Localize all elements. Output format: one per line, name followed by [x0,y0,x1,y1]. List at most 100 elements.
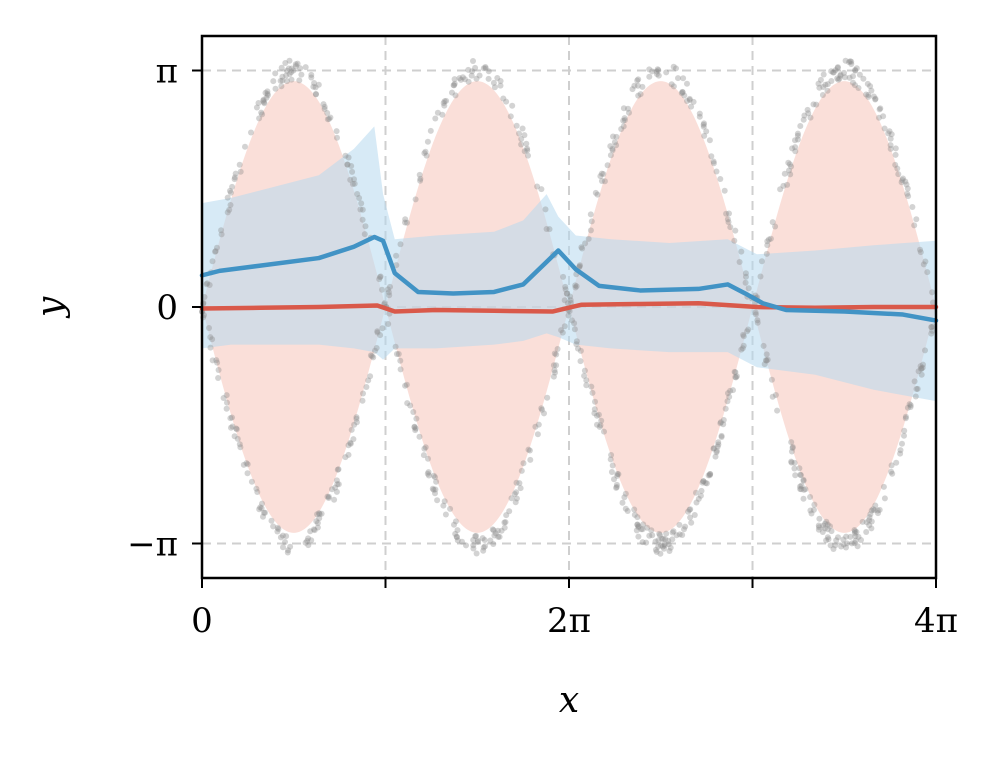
scatter-point [501,519,508,526]
scatter-point [324,116,331,123]
scatter-point [895,171,902,178]
scatter-point [718,434,725,440]
scatter-point [491,84,498,91]
scatter-point [232,170,239,177]
scatter-point [318,510,325,517]
scatter-point [316,515,323,522]
scatter-point [279,532,286,539]
scatter-point [609,147,616,154]
scatter-point [311,527,318,534]
scatter-point [867,83,874,90]
scatter-point [562,283,569,290]
scatter-point [725,390,731,397]
scatter-point [268,517,275,524]
scatter-point [780,182,787,189]
scatter-point [544,394,551,401]
scatter-point [821,525,828,532]
scatter-point [470,537,477,543]
scatter-point [393,252,400,259]
scatter-point [387,283,393,290]
scatter-point [885,130,892,137]
scatter-point [713,447,720,454]
scatter-point [264,92,271,99]
scatter-point [223,392,230,399]
scatter-point [834,75,841,82]
scatter-point [820,84,827,90]
scatter-point [634,82,641,89]
scatter-point [359,216,366,223]
scatter-point [541,410,547,417]
scatter-point [920,261,927,268]
scatter-point [227,202,234,208]
scatter-point [657,532,663,539]
scatter-point [497,78,504,84]
scatter-point [480,65,487,72]
scatter-point [714,443,721,450]
scatter-point [752,311,759,318]
scatter-point [262,509,268,516]
scatter-point [573,338,580,345]
scatter-point [227,415,234,422]
scatter-point [696,110,703,117]
scatter-point [725,219,732,226]
scatter-point [282,539,288,545]
scatter-point [451,80,458,87]
scatter-point [830,546,837,552]
scatter-point [254,489,261,495]
scatter-point [495,533,502,540]
scatter-point [899,177,906,184]
series-lines [199,234,939,323]
scatter-point [479,535,486,542]
scatter-point [699,479,706,486]
scatter-point [284,67,290,74]
scatter-point [687,514,694,521]
scatter-point [738,248,745,255]
scatter-point [868,87,875,94]
scatter-point [395,351,402,357]
scatter-point [852,537,859,544]
scatter-point [684,80,690,87]
scatter-point [872,502,879,509]
scatter-point [482,65,489,72]
scatter-point [690,98,697,105]
scatter-point [345,442,352,449]
scatter-point [754,317,761,324]
scatter-point [703,480,710,487]
x-axis-label: x [559,680,579,721]
scatter-point [227,187,233,194]
scatter-point [912,393,919,400]
scatter-point [681,526,687,533]
scatter-point [410,409,417,415]
ticks: 0 2π 4π π 0 −π [127,52,958,641]
scatter-point [682,523,689,530]
scatter-point [288,69,295,76]
scatter-point [349,181,356,187]
scatter-point [825,536,832,543]
scatter-point [311,80,318,86]
scatter-point [256,506,263,513]
scatter-point [441,498,448,505]
scatter-point [789,145,796,152]
scatter-point [550,362,557,369]
scatter-point [635,533,642,540]
scatter-point [707,471,713,478]
scatter-point [700,121,707,128]
scatter-point [631,511,638,518]
scatter-point [634,521,641,528]
scatter-point [622,505,629,512]
scatter-point [255,100,262,106]
scatter-point [661,541,668,548]
scatter-point [308,74,315,81]
scatter-point [832,542,839,549]
scatter-point [314,511,321,518]
scatter-point [615,471,622,478]
scatter-point [402,382,409,389]
scatter-point [686,97,693,103]
scatter-point [278,83,285,90]
scatter-point [680,75,687,82]
scatter-point [524,145,531,152]
scatter-point [513,489,520,496]
scatter-point [345,154,352,161]
scatter-point [256,115,263,122]
scatter-point [231,174,238,181]
